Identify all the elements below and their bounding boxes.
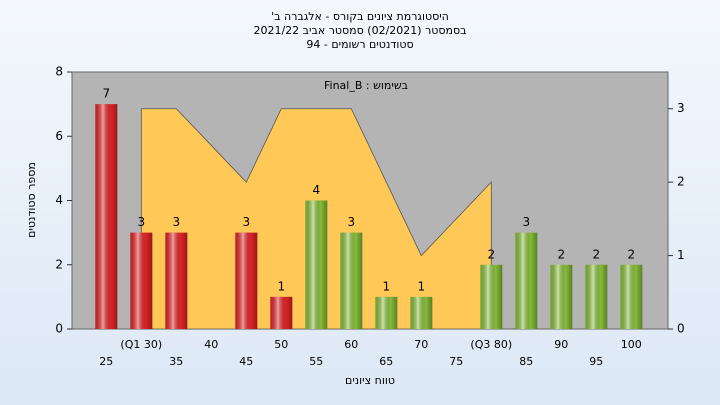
data-label: 2: [592, 247, 600, 261]
x-axis-title: טווח ציונים: [345, 374, 395, 387]
chart-subtitle: בסמסטר (02/2021) סמסטר אביב 2021/22: [253, 24, 466, 37]
bar-highlight: [235, 232, 258, 329]
bar-highlight: [410, 296, 433, 329]
y2-tick-label: 1: [677, 248, 685, 262]
x-tick-label: 90: [554, 338, 568, 351]
x-tick-label: 45: [239, 355, 253, 368]
bar-highlight: [480, 264, 503, 329]
data-label: 3: [242, 215, 250, 229]
y-tick-label: 4: [55, 193, 63, 207]
data-label: 2: [557, 247, 565, 261]
data-label: 2: [487, 247, 495, 261]
y-axis-title: מספר סטודנטים: [25, 162, 38, 238]
bar-highlight: [585, 264, 608, 329]
annotation: בשימוש : Final_B: [324, 79, 408, 92]
x-tick-label: (Q3 80): [470, 338, 512, 351]
y2-tick-label: 3: [677, 101, 685, 115]
data-label: 3: [137, 215, 145, 229]
y-tick-label: 8: [55, 65, 63, 79]
y-tick-label: 0: [55, 322, 63, 336]
bar-highlight: [130, 232, 153, 329]
data-label: 3: [172, 215, 180, 229]
data-label: 7: [102, 87, 110, 101]
x-tick-label: 65: [379, 355, 393, 368]
chart-title: היסטוגרמת ציונים בקורס - אלגברה ב': [271, 10, 449, 23]
plot: [95, 104, 643, 330]
bar-highlight: [270, 296, 293, 329]
bar-highlight: [550, 264, 573, 329]
x-tick-label: 55: [309, 355, 323, 368]
y2-tick-label: 2: [677, 175, 685, 189]
bar-highlight: [95, 104, 118, 329]
x-tick-label: 50: [274, 338, 288, 351]
x-tick-label: 85: [519, 355, 533, 368]
x-tick-label: 60: [344, 338, 358, 351]
x-tick-label: 35: [169, 355, 183, 368]
data-label: 1: [277, 279, 285, 293]
bar-highlight: [620, 264, 643, 329]
bar-highlight: [375, 296, 398, 329]
x-tick-label: 25: [99, 355, 113, 368]
data-label: 3: [347, 215, 355, 229]
x-tick-label: (Q1 30): [120, 338, 162, 351]
x-tick-label: 95: [589, 355, 603, 368]
bar-highlight: [165, 232, 188, 329]
y-tick-label: 2: [55, 257, 63, 271]
data-label: 3: [522, 215, 530, 229]
data-label: 1: [382, 279, 390, 293]
y2-tick-label: 0: [677, 322, 685, 336]
bar-highlight: [340, 232, 363, 329]
y-tick-label: 6: [55, 129, 63, 143]
data-label: 4: [312, 183, 320, 197]
bar-highlight: [305, 200, 328, 329]
x-tick-label: 100: [621, 338, 642, 351]
chart-subtitle: סטודנטים רשומים - 94: [306, 38, 413, 51]
data-label: 2: [627, 247, 635, 261]
x-tick-label: 70: [414, 338, 428, 351]
x-tick-label: 40: [204, 338, 218, 351]
x-tick-label: 75: [449, 355, 463, 368]
bar-highlight: [515, 232, 538, 329]
data-label: 1: [417, 279, 425, 293]
